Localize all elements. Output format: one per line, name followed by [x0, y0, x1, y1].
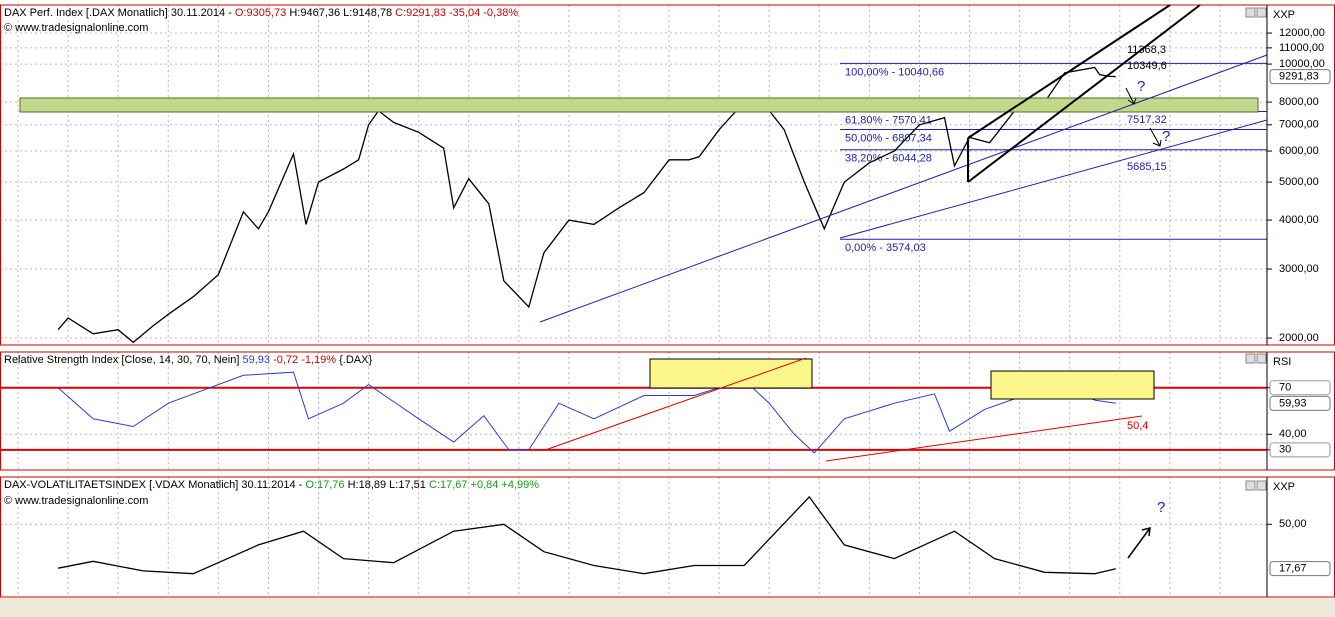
- y-tick-label: 7000,00: [1279, 119, 1319, 131]
- y-tick-label: 40,00: [1279, 428, 1307, 440]
- fib-label: 0,00% - 3574,03: [845, 242, 926, 254]
- y-tick-label: 4000,00: [1279, 214, 1319, 226]
- last-value-label: 17,67: [1279, 563, 1307, 575]
- fib-label: 38,20% - 6044,28: [845, 153, 932, 165]
- header-part: DAX Perf. Index [.DAX Monatlich] 30.11.2…: [4, 7, 235, 19]
- source: © www.tradesignalonline.com: [4, 22, 148, 34]
- trend-line: [547, 357, 807, 450]
- y-tick-label: 30: [1279, 444, 1291, 456]
- channel-line: [967, 4, 1171, 139]
- y-tick-box: [1269, 442, 1331, 458]
- y-tick-box: [1269, 380, 1331, 396]
- header-part: O:17,76: [305, 479, 344, 491]
- window-button[interactable]: [1256, 7, 1267, 18]
- annotation: 10349,6: [1127, 60, 1167, 72]
- price-line: [57, 66, 1116, 344]
- source: © www.tradesignalonline.com: [4, 495, 148, 507]
- fib-label: 100,00% - 10040,66: [845, 66, 944, 78]
- fib-label: 50,00% - 6807,34: [845, 132, 932, 144]
- annotation: ?: [1162, 128, 1170, 145]
- header-part: H:9467,36 L:9148,78: [286, 7, 395, 19]
- last-value-label: 59,93: [1279, 397, 1307, 409]
- price-line: [57, 495, 1116, 575]
- last-value-box: [1269, 395, 1331, 411]
- y-tick-label: 10000,00: [1279, 58, 1325, 70]
- annotation: 50,4: [1127, 420, 1148, 432]
- arrow: [1125, 87, 1137, 105]
- header-part: C:17,67 +0,84 +4,99%: [429, 479, 539, 491]
- trend-line: [825, 415, 1143, 462]
- y-tick-label: 2000,00: [1279, 332, 1319, 344]
- highlight-box: [649, 358, 813, 389]
- annotation: 11368,3: [1127, 44, 1166, 56]
- window-button[interactable]: [1256, 480, 1267, 491]
- header-part: H:18,89 L:17,51: [345, 479, 429, 491]
- annotation: ?: [1157, 499, 1165, 516]
- window-button[interactable]: [1245, 353, 1256, 364]
- x-axis-band: [0, 598, 1335, 617]
- y-tick-label: 5000,00: [1279, 176, 1319, 188]
- y-tick-label: 50,00: [1279, 518, 1307, 530]
- panel-header: DAX Perf. Index [.DAX Monatlich] 30.11.2…: [4, 7, 518, 19]
- header-part: O:9305,73: [235, 7, 286, 19]
- price-line: [57, 371, 1116, 454]
- last-value-box: [1269, 561, 1331, 577]
- header-part: 59,93: [242, 354, 270, 366]
- panel-header: DAX-VOLATILITAETSINDEX [.VDAX Monatlich]…: [4, 479, 539, 491]
- panel: 30 40,00 70 59,93 RSI Relative Strength Index…: [0, 351, 1335, 471]
- y-tick-label: 11000,00: [1279, 42, 1324, 54]
- header-part: C:9291,83 -35,04 -0,38%: [395, 7, 518, 19]
- y-tick-label: 70: [1279, 382, 1291, 394]
- window-button[interactable]: [1245, 7, 1256, 18]
- y-tick-label: 12000,00: [1279, 27, 1325, 39]
- window-button[interactable]: [1245, 480, 1256, 491]
- axis-name: RSI: [1273, 356, 1291, 368]
- y-tick-label: 6000,00: [1279, 145, 1319, 157]
- header-part: {.DAX}: [336, 354, 372, 366]
- y-tick-label: 3000,00: [1279, 263, 1319, 275]
- fib-label: 61,80% - 7570,41: [845, 114, 932, 126]
- axis-name: XXP: [1273, 9, 1295, 21]
- trend-line: [539, 54, 1268, 323]
- panel: 50,00 17,67 XXP DAX-VOLATILITAETSINDEX [.VD…: [0, 476, 1335, 598]
- last-value-box: [1269, 69, 1331, 85]
- panel-header: Relative Strength Index [Close, 14, 30, …: [4, 354, 372, 366]
- axis-name: XXP: [1273, 481, 1295, 493]
- y-tick-label: 8000,00: [1279, 96, 1319, 108]
- highlight-box: [990, 370, 1155, 400]
- header-part: DAX-VOLATILITAETSINDEX [.VDAX Monatlich]…: [4, 479, 305, 491]
- trend-line: [839, 119, 1268, 239]
- channel-line: [967, 4, 1201, 183]
- annotation: 5685,15: [1127, 161, 1167, 173]
- header-part: Relative Strength Index [Close, 14, 30, …: [4, 354, 242, 366]
- arrow: [1127, 527, 1151, 559]
- header-part: -0,72 -1,19%: [270, 354, 336, 366]
- arrow: [1149, 127, 1162, 147]
- last-value-label: 9291,83: [1279, 70, 1319, 82]
- window-button[interactable]: [1256, 353, 1267, 364]
- annotation: 7517,32: [1127, 114, 1167, 126]
- annotation: ?: [1137, 78, 1145, 95]
- resistance-zone: [19, 97, 1259, 113]
